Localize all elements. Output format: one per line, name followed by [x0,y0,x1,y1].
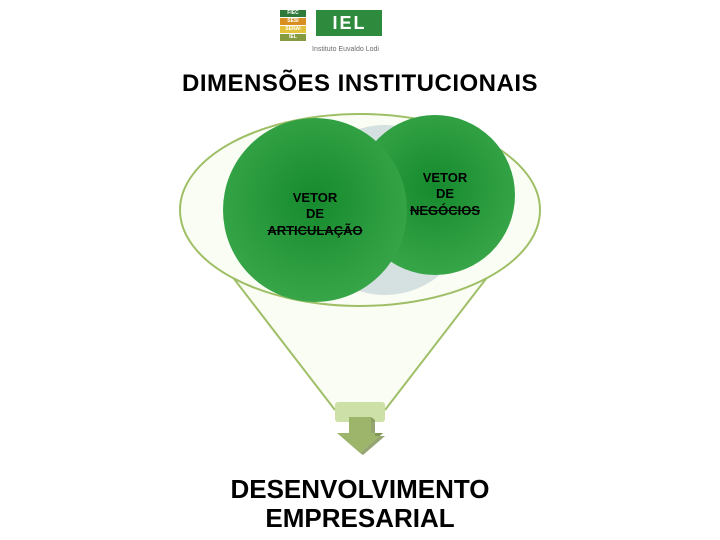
logo-badge: SESI [280,18,306,25]
logo: FIEC SESI SENAI IEL IEL Instituto Euvald… [280,10,440,50]
result-line1: DESENVOLVIMENTO [0,475,720,504]
logo-badge-stack: FIEC SESI SENAI IEL [280,10,308,44]
funnel-diagram: VETOR DE ARTICULAÇÃO VETOR DE NEGÓCIOS [175,110,545,440]
logo-main: IEL [316,10,382,36]
logo-subtitle: Instituto Euvaldo Lodi [312,46,440,53]
label-negocios: VETOR DE NEGÓCIOS [390,170,500,219]
result-text: DESENVOLVIMENTO EMPRESARIAL [0,475,720,532]
down-arrow-icon [335,415,385,455]
label-articulacao: VETOR DE ARTICULAÇÃO [245,190,385,239]
slide-canvas: FIEC SESI SENAI IEL IEL Instituto Euvald… [0,0,720,540]
logo-badge: SENAI [280,26,306,33]
page-title: DIMENSÕES INSTITUCIONAIS [0,70,720,98]
logo-badge: FIEC [280,10,306,17]
funnel-cone [175,110,545,450]
logo-badge: IEL [280,34,306,41]
result-line2: EMPRESARIAL [0,504,720,533]
